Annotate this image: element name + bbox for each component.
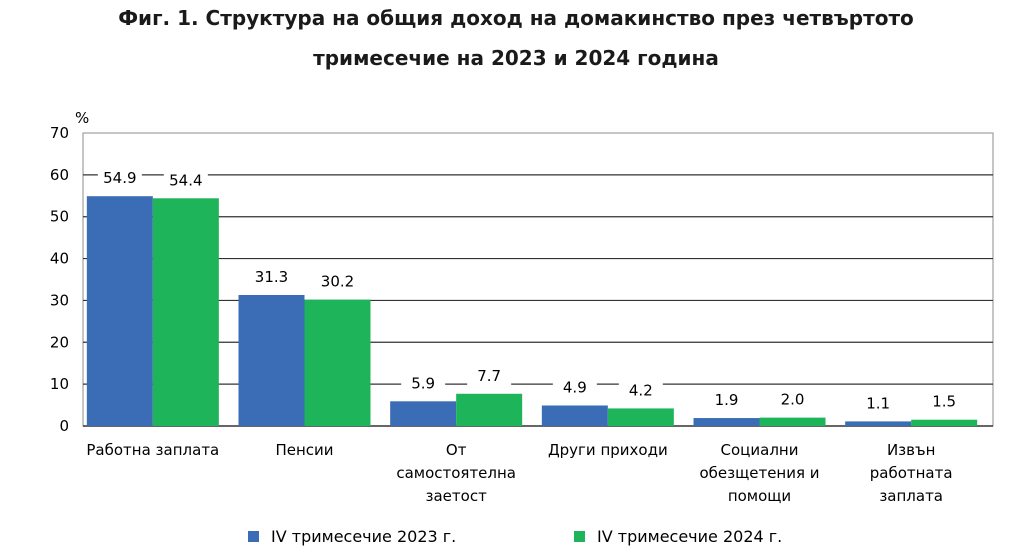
chart-title-line-1: Фиг. 1. Структура на общия доход на дома… xyxy=(118,6,914,30)
data-label: 1.9 xyxy=(715,391,739,409)
y-tick-label: 50 xyxy=(50,208,69,226)
data-label-bg xyxy=(163,170,208,191)
y-tick-label: 10 xyxy=(50,375,69,393)
data-label-bg xyxy=(618,380,663,401)
bar-2023 xyxy=(541,405,608,426)
x-category-label: помощи xyxy=(728,487,791,505)
chart-title-line-2: тримесечие на 2023 и 2024 година xyxy=(313,46,719,70)
bar-2023 xyxy=(238,294,305,426)
bar-2023 xyxy=(693,418,760,426)
y-tick-label: 20 xyxy=(50,333,69,351)
x-category-label: Работна заплата xyxy=(86,441,219,459)
plot-frame xyxy=(82,132,994,427)
legend: IV тримесечие 2023 г. IV тримесечие 2024… xyxy=(0,527,1032,551)
legend-swatch-2023 xyxy=(248,531,259,542)
y-tick-label: 60 xyxy=(50,166,69,184)
y-tick-label: 0 xyxy=(59,417,69,435)
data-label-bg xyxy=(467,365,512,386)
bar-2024 xyxy=(456,393,523,426)
x-category-label: Други приходи xyxy=(548,441,668,459)
bar-2024 xyxy=(152,198,219,426)
x-category-label: работната xyxy=(870,464,953,482)
bar-2024 xyxy=(607,408,674,426)
x-category-label: Извън xyxy=(887,441,935,459)
x-category-label: Пенсии xyxy=(275,441,333,459)
data-label-bg xyxy=(249,266,294,287)
data-label: 30.2 xyxy=(321,273,354,291)
legend-label-2024: IV тримесечие 2024 г. xyxy=(597,527,783,546)
x-category-label: заплата xyxy=(879,487,943,505)
bar-2024 xyxy=(911,419,978,426)
legend-item-2024: IV тримесечие 2024 г. xyxy=(574,527,782,546)
x-category-label: самостоятелна xyxy=(396,464,516,482)
data-label: 5.9 xyxy=(411,374,435,392)
bar-2023 xyxy=(390,401,457,426)
bar-chart: 0 10 20 30 40 50 60 70% 54.9 54.4 Работна заплата 3… xyxy=(50,109,994,505)
data-label: 1.5 xyxy=(932,393,956,411)
y-unit-label: % xyxy=(75,109,89,127)
y-tick-label: 40 xyxy=(50,250,69,268)
data-label: 4.2 xyxy=(629,381,653,399)
legend-swatch-2024 xyxy=(574,531,585,542)
bar-2024 xyxy=(304,299,371,426)
data-label-bg xyxy=(401,373,446,394)
data-label-bg xyxy=(97,168,142,189)
data-label-bg xyxy=(315,271,360,292)
data-label: 31.3 xyxy=(255,268,288,286)
legend-item-2023: IV тримесечие 2023 г. xyxy=(248,527,456,546)
data-label: 1.1 xyxy=(866,394,890,412)
data-label-bg xyxy=(552,377,597,398)
x-category-label: заетост xyxy=(426,487,488,505)
bar-2024 xyxy=(759,417,826,426)
data-label-bg xyxy=(856,393,901,414)
data-label-bg xyxy=(704,390,749,411)
bar-2023 xyxy=(86,196,153,426)
data-label: 2.0 xyxy=(781,391,805,409)
data-label-bg xyxy=(770,389,815,410)
x-category-label: От xyxy=(446,441,467,459)
data-label: 4.9 xyxy=(563,378,587,396)
y-tick-label: 70 xyxy=(50,124,69,142)
x-category-label: обезщетения и xyxy=(699,464,819,482)
data-label: 54.4 xyxy=(169,171,202,189)
data-label-bg xyxy=(922,391,967,412)
bar-2023 xyxy=(845,421,912,426)
data-label: 54.9 xyxy=(103,169,136,187)
legend-label-2023: IV тримесечие 2023 г. xyxy=(271,527,457,546)
y-tick-label: 30 xyxy=(50,291,69,309)
x-category-label: Социални xyxy=(721,441,799,459)
data-label: 7.7 xyxy=(477,367,501,385)
